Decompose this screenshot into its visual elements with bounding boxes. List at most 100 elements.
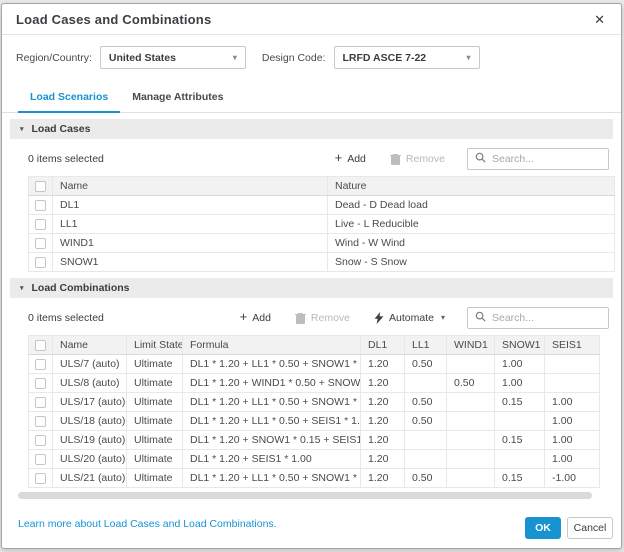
checkbox[interactable] (35, 396, 46, 408)
cell-dl1: 1.20 (360, 373, 405, 393)
cell-wind1 (446, 392, 495, 412)
cell-name: LL1 (52, 214, 328, 234)
cell-wind1 (446, 430, 495, 450)
cell-formula: DL1 * 1.20 + SEIS1 * 1.00 (182, 449, 361, 469)
cell-seis1: -1.00 (544, 468, 600, 488)
cell-dl1: 1.20 (360, 468, 405, 488)
row-select-cell[interactable] (28, 392, 53, 412)
load-combinations-section-header[interactable]: ▾ Load Combinations (10, 278, 613, 298)
selected-count: 0 items selected (28, 152, 104, 165)
table-row[interactable]: ULS/21 (auto) Ultimate DL1 * 1.20 + LL1 … (28, 468, 600, 488)
column-header-snow1: SNOW1 (494, 335, 545, 355)
select-all-cell[interactable] (28, 176, 53, 196)
checkbox[interactable] (35, 237, 46, 249)
checkbox[interactable] (35, 180, 46, 192)
cell-ll1 (404, 449, 447, 469)
row-select-cell[interactable] (28, 252, 53, 272)
checkbox[interactable] (35, 472, 46, 484)
cell-formula: DL1 * 1.20 + LL1 * 0.50 + SNOW1 * 1.00 (182, 354, 361, 374)
table-row[interactable]: SNOW1 Snow - S Snow (28, 252, 615, 272)
horizontal-scrollbar[interactable] (18, 492, 592, 499)
column-header-ll1: LL1 (404, 335, 447, 355)
design-code-value: LRFD ASCE 7-22 (342, 51, 427, 64)
row-select-cell[interactable] (28, 214, 53, 234)
cell-name: ULS/21 (auto) (52, 468, 127, 488)
row-select-cell[interactable] (28, 373, 53, 393)
cell-limit-state: Ultimate (126, 449, 183, 469)
table-row[interactable]: ULS/20 (auto) Ultimate DL1 * 1.20 + SEIS… (28, 449, 600, 469)
row-select-cell[interactable] (28, 411, 53, 431)
cell-wind1 (446, 411, 495, 431)
region-select[interactable]: United States ▾ (99, 46, 246, 69)
column-header-name: Name (52, 176, 328, 196)
ok-button[interactable]: OK (525, 517, 561, 539)
checkbox[interactable] (35, 256, 46, 268)
checkbox[interactable] (35, 434, 46, 446)
checkbox[interactable] (35, 358, 46, 370)
checkbox[interactable] (35, 218, 46, 230)
cell-dl1: 1.20 (360, 392, 405, 412)
close-icon[interactable]: ✕ (594, 11, 605, 27)
cell-ll1: 0.50 (404, 411, 447, 431)
learn-more-link[interactable]: Learn more about Load Cases and Load Com… (18, 518, 277, 530)
cell-seis1: 1.00 (544, 430, 600, 450)
checkbox[interactable] (35, 377, 46, 389)
load-cases-section-header[interactable]: ▾ Load Cases (10, 119, 613, 139)
table-row[interactable]: ULS/7 (auto) Ultimate DL1 * 1.20 + LL1 *… (28, 354, 600, 374)
checkbox[interactable] (35, 339, 46, 351)
cell-limit-state: Ultimate (126, 468, 183, 488)
checkbox[interactable] (35, 199, 46, 211)
cell-nature: Wind - W Wind (327, 233, 615, 253)
cell-dl1: 1.20 (360, 411, 405, 431)
add-combination-button[interactable]: + Add (239, 309, 271, 324)
load-combinations-search[interactable] (467, 306, 609, 329)
cancel-button[interactable]: Cancel (567, 517, 613, 539)
load-cases-table: Name Nature DL1 Dead - D Dead load LL1 L… (28, 176, 615, 272)
checkbox[interactable] (35, 415, 46, 427)
remove-load-case-button[interactable]: Remove (389, 153, 445, 165)
cell-seis1: 1.00 (544, 449, 600, 469)
load-cases-search[interactable] (467, 147, 609, 170)
footer: Learn more about Load Cases and Load Com… (2, 517, 621, 548)
row-select-cell[interactable] (28, 195, 53, 215)
search-input[interactable] (492, 311, 601, 324)
cell-snow1 (494, 411, 545, 431)
table-row[interactable]: DL1 Dead - D Dead load (28, 195, 615, 215)
cell-seis1: 1.00 (544, 392, 600, 412)
region-value: United States (108, 51, 176, 64)
chevron-down-icon: ▾ (440, 313, 445, 322)
table-row[interactable]: ULS/8 (auto) Ultimate DL1 * 1.20 + WIND1… (28, 373, 600, 393)
row-select-cell[interactable] (28, 354, 53, 374)
table-row[interactable]: ULS/18 (auto) Ultimate DL1 * 1.20 + LL1 … (28, 411, 600, 431)
row-select-cell[interactable] (28, 430, 53, 450)
row-select-cell[interactable] (28, 468, 53, 488)
select-all-cell[interactable] (28, 335, 53, 355)
checkbox[interactable] (35, 453, 46, 465)
table-row[interactable]: LL1 Live - L Reducible (28, 214, 615, 234)
tab-manage-attributes[interactable]: Manage Attributes (132, 91, 224, 103)
chevron-down-icon: ▾ (466, 53, 471, 62)
search-input[interactable] (492, 152, 601, 165)
row-select-cell[interactable] (28, 449, 53, 469)
column-header-name: Name (52, 335, 127, 355)
search-icon (475, 311, 486, 325)
cell-formula: DL1 * 1.20 + SNOW1 * 0.15 + SEIS1 * 1.00 (182, 430, 361, 450)
column-header-limit-state: Limit State (126, 335, 183, 355)
selected-count: 0 items selected (28, 311, 104, 324)
design-code-select[interactable]: LRFD ASCE 7-22 ▾ (333, 46, 480, 69)
automate-button[interactable]: Automate ▾ (374, 311, 445, 324)
load-combinations-toolbar: 0 items selected + Add Remove Automate ▾ (28, 306, 609, 329)
tab-load-scenarios[interactable]: Load Scenarios (18, 82, 121, 113)
row-select-cell[interactable] (28, 233, 53, 253)
cell-nature: Live - L Reducible (327, 214, 615, 234)
table-row[interactable]: ULS/17 (auto) Ultimate DL1 * 1.20 + LL1 … (28, 392, 600, 412)
tab-strip: Load Scenarios Manage Attributes (2, 82, 621, 113)
cell-formula: DL1 * 1.20 + WIND1 * 0.50 + SNOW1 * 1... (182, 373, 361, 393)
cell-limit-state: Ultimate (126, 430, 183, 450)
remove-combination-button[interactable]: Remove (294, 312, 350, 324)
design-code-label: Design Code: (261, 51, 326, 64)
table-row[interactable]: WIND1 Wind - W Wind (28, 233, 615, 253)
table-row[interactable]: ULS/19 (auto) Ultimate DL1 * 1.20 + SNOW… (28, 430, 600, 450)
cell-name: SNOW1 (52, 252, 328, 272)
add-load-case-button[interactable]: + Add (334, 150, 366, 165)
